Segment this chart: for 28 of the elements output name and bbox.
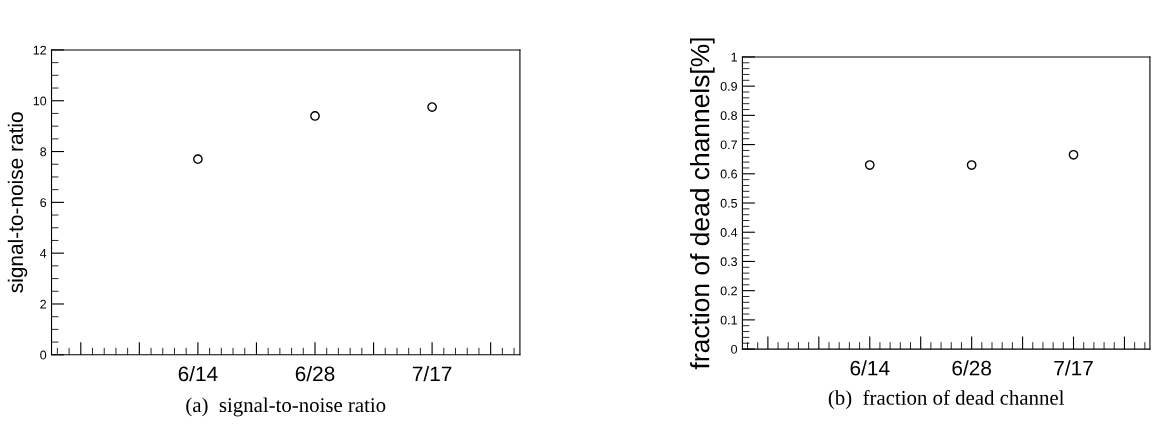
y-tick-label: 0.5: [720, 198, 738, 208]
y-tick-label: 0.9: [720, 81, 737, 91]
x-tick-label: 6/14: [178, 365, 218, 382]
text: (b) fraction of dead channel: [828, 389, 1065, 410]
x-tick-label: 6/14: [850, 360, 890, 376]
y-tick-label: 0.2: [720, 286, 737, 296]
x-tick-label: 6/28: [295, 365, 335, 382]
y-tick-label: 4: [40, 249, 47, 258]
x-tick-label: 6/28: [952, 360, 992, 376]
y-tick-label: 0.6: [720, 169, 738, 179]
y-tick-label: 6: [40, 198, 47, 208]
y-tick-label: 2: [40, 299, 47, 309]
y-tick-label: 10: [33, 96, 47, 106]
y-tick-label: 0.1: [720, 315, 737, 325]
y-tick-label: 0: [40, 350, 47, 360]
text: (a) signal-to-noise ratio: [186, 397, 386, 417]
y-tick-label: 1: [731, 52, 737, 62]
y-tick-label: 0.8: [720, 111, 738, 121]
y-axis-title: fraction of dead channels[%]: [690, 38, 715, 370]
y-tick-label: 8: [40, 147, 47, 157]
x-tick-label: 7/17: [412, 365, 452, 382]
y-tick-label: 0.4: [720, 228, 738, 237]
y-tick-label: 0: [731, 344, 738, 354]
y-tick-label: 0.3: [720, 257, 738, 267]
y-axis-title: signal-to-noise ratio: [7, 112, 28, 293]
y-tick-label: 12: [33, 45, 47, 55]
y-tick-label: 0.7: [720, 140, 737, 150]
x-tick-label: 7/17: [1054, 360, 1093, 376]
